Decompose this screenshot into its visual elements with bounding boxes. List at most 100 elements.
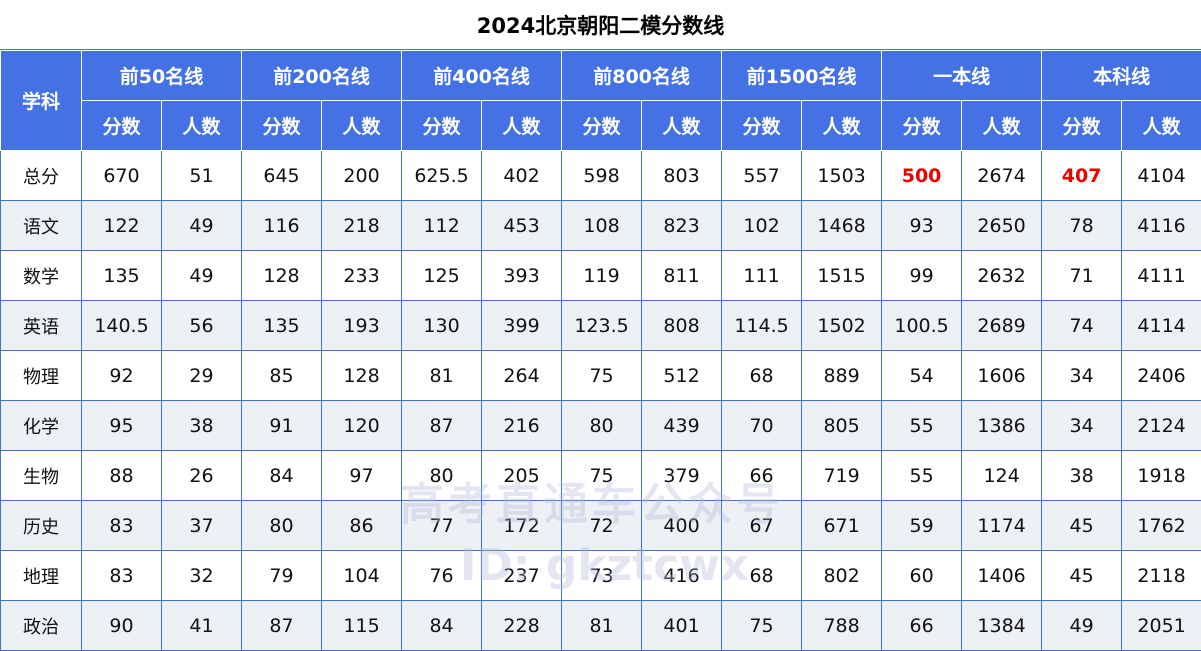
table-row: 化学 95 38 91 120 87 216 80 439 70 805 55 1386 34 2124 bbox=[0, 400, 1201, 451]
table-row: 生物 88 26 84 97 80 205 75 379 66 719 55 124 38 1918 bbox=[0, 450, 1201, 501]
sub-header-count: 人数 bbox=[321, 100, 403, 151]
score-cell: 78 bbox=[1041, 200, 1123, 251]
score-cell: 119 bbox=[561, 250, 643, 301]
count-cell: 393 bbox=[481, 250, 563, 301]
score-cell: 49 bbox=[1041, 600, 1123, 651]
score-cell: 34 bbox=[1041, 350, 1123, 401]
count-cell: 26 bbox=[160, 450, 243, 501]
count-cell: 803 bbox=[641, 150, 723, 201]
score-cell: 66 bbox=[881, 600, 963, 651]
score-cell: 34 bbox=[1041, 400, 1123, 451]
sub-header-count: 人数 bbox=[801, 100, 883, 151]
count-cell: 97 bbox=[321, 450, 403, 501]
count-cell: 264 bbox=[481, 350, 563, 401]
score-cell: 73 bbox=[561, 550, 643, 601]
count-cell: 216 bbox=[481, 400, 563, 451]
count-cell: 399 bbox=[481, 300, 563, 351]
score-cell: 68 bbox=[721, 550, 803, 601]
count-cell: 2051 bbox=[1121, 600, 1201, 651]
count-cell: 4116 bbox=[1121, 200, 1201, 251]
sub-header-count: 人数 bbox=[961, 100, 1043, 151]
score-cell: 500 bbox=[881, 150, 963, 201]
table-row: 数学 135 49 128 233 125 393 119 811 111 1515 99 2632 71… bbox=[0, 250, 1201, 301]
count-cell: 671 bbox=[801, 500, 883, 551]
score-cell: 66 bbox=[721, 450, 803, 501]
header-row-groups: 学科 前50名线 前200名线 前400名线 前800名线 前1500名线 一本… bbox=[0, 50, 1201, 151]
count-cell: 2650 bbox=[961, 200, 1043, 251]
count-cell: 1386 bbox=[961, 400, 1043, 451]
score-cell: 111 bbox=[721, 250, 803, 301]
score-cell: 72 bbox=[561, 500, 643, 551]
table-row: 物理 92 29 85 128 81 264 75 512 68 889 54 1606 34 2406 bbox=[0, 350, 1201, 401]
count-cell: 416 bbox=[641, 550, 723, 601]
score-cell: 84 bbox=[241, 450, 323, 501]
count-cell: 233 bbox=[321, 250, 403, 301]
count-cell: 2406 bbox=[1121, 350, 1201, 401]
header-row-sub: 分数 人数 分数 人数 分数 人数 分数 人数 分数 人数 分数 人数 分数 人数 bbox=[1, 100, 1201, 151]
count-cell: 2124 bbox=[1121, 400, 1201, 451]
score-cell: 87 bbox=[401, 400, 483, 451]
count-cell: 1606 bbox=[961, 350, 1043, 401]
count-cell: 453 bbox=[481, 200, 563, 251]
subject-header: 学科 bbox=[0, 50, 82, 151]
count-cell: 512 bbox=[641, 350, 723, 401]
score-cell: 75 bbox=[721, 600, 803, 651]
count-cell: 120 bbox=[321, 400, 403, 451]
group-header-top200: 前200名线 bbox=[241, 50, 403, 101]
score-cell: 128 bbox=[241, 250, 323, 301]
score-cell: 79 bbox=[241, 550, 323, 601]
score-cell: 135 bbox=[81, 250, 162, 301]
count-cell: 41 bbox=[160, 600, 243, 651]
count-cell: 823 bbox=[641, 200, 723, 251]
score-cell: 54 bbox=[881, 350, 963, 401]
subject-cell: 生物 bbox=[0, 450, 82, 501]
score-cell: 135 bbox=[241, 300, 323, 351]
score-cell: 102 bbox=[721, 200, 803, 251]
table-row: 英语 140.5 56 135 193 130 399 123.5 808 114.5 1502 10… bbox=[0, 300, 1201, 351]
score-cell: 77 bbox=[401, 500, 483, 551]
subject-cell: 英语 bbox=[0, 300, 82, 351]
score-cell: 116 bbox=[241, 200, 323, 251]
count-cell: 4104 bbox=[1121, 150, 1201, 201]
count-cell: 32 bbox=[160, 550, 243, 601]
group-header-tier1: 一本线 bbox=[881, 50, 1043, 101]
score-cell: 88 bbox=[81, 450, 162, 501]
score-cell: 75 bbox=[561, 350, 643, 401]
score-cell: 55 bbox=[881, 400, 963, 451]
count-cell: 402 bbox=[481, 150, 563, 201]
subject-cell: 政治 bbox=[0, 600, 82, 651]
count-cell: 1406 bbox=[961, 550, 1043, 601]
count-cell: 400 bbox=[641, 500, 723, 551]
score-cell: 625.5 bbox=[401, 150, 483, 201]
score-cell: 70 bbox=[721, 400, 803, 451]
count-cell: 788 bbox=[801, 600, 883, 651]
score-cell: 45 bbox=[1041, 550, 1123, 601]
count-cell: 104 bbox=[321, 550, 403, 601]
score-cell: 670 bbox=[81, 150, 162, 201]
count-cell: 38 bbox=[160, 400, 243, 451]
count-cell: 719 bbox=[801, 450, 883, 501]
score-cell: 598 bbox=[561, 150, 643, 201]
score-cell: 92 bbox=[81, 350, 162, 401]
count-cell: 811 bbox=[641, 250, 723, 301]
score-cell: 81 bbox=[561, 600, 643, 651]
count-cell: 205 bbox=[481, 450, 563, 501]
sub-header-score: 分数 bbox=[81, 100, 162, 151]
count-cell: 193 bbox=[321, 300, 403, 351]
count-cell: 1918 bbox=[1121, 450, 1201, 501]
table-row: 政治 90 41 87 115 84 228 81 401 75 788 66 1384 49 2051 bbox=[0, 600, 1201, 651]
score-cell: 108 bbox=[561, 200, 643, 251]
score-cell: 100.5 bbox=[881, 300, 963, 351]
score-cell: 74 bbox=[1041, 300, 1123, 351]
count-cell: 200 bbox=[321, 150, 403, 201]
score-cell: 80 bbox=[561, 400, 643, 451]
score-cell: 99 bbox=[881, 250, 963, 301]
score-cell: 71 bbox=[1041, 250, 1123, 301]
score-cell: 59 bbox=[881, 500, 963, 551]
score-cell: 67 bbox=[721, 500, 803, 551]
score-cell: 93 bbox=[881, 200, 963, 251]
subject-cell: 历史 bbox=[0, 500, 82, 551]
sub-header-count: 人数 bbox=[481, 100, 563, 151]
score-cell: 80 bbox=[401, 450, 483, 501]
count-cell: 1384 bbox=[961, 600, 1043, 651]
